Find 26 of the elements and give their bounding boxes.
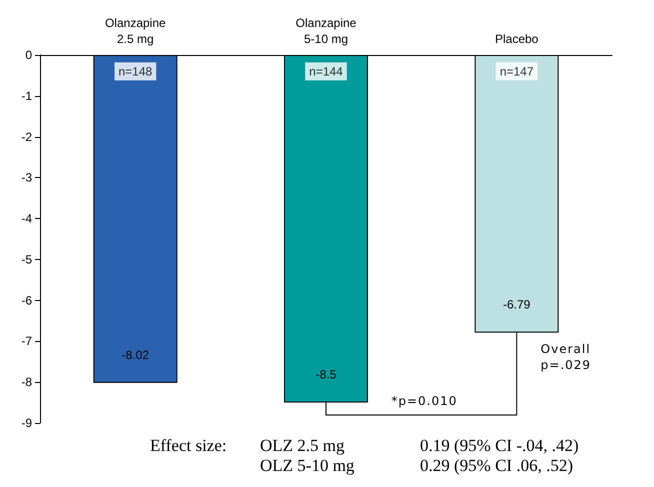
y-tick-label: -1 bbox=[21, 88, 32, 103]
annotation: Overall p=.029 bbox=[540, 340, 592, 373]
annotation: n=147 bbox=[500, 64, 534, 78]
annotation: n=144 bbox=[309, 64, 344, 78]
y-tick-label: -5 bbox=[21, 252, 32, 266]
y-tick-label: -6 bbox=[21, 293, 32, 308]
annotation: *p=0.010 bbox=[391, 393, 458, 409]
data-label: -6.79 bbox=[502, 298, 531, 312]
y-tick-label: -9 bbox=[21, 416, 32, 430]
y-tick-label: -4 bbox=[21, 212, 32, 226]
y-tick-label: -8 bbox=[21, 375, 32, 390]
text: Effect size: bbox=[150, 436, 228, 456]
x-tick-label: Olanzapine 2.5 mg bbox=[104, 16, 166, 46]
data-label: -8.02 bbox=[122, 348, 150, 362]
text: OLZ 5-10 mg bbox=[260, 456, 356, 476]
x-tick-label: Placebo bbox=[494, 32, 539, 46]
y-tick-label: 0 bbox=[25, 48, 32, 62]
text: OLZ 2.5 mg bbox=[260, 436, 346, 456]
data-label: -8.5 bbox=[316, 368, 337, 382]
annotation: n=148 bbox=[118, 64, 153, 78]
y-tick-label: -3 bbox=[21, 170, 32, 185]
x-tick-label: Olanzapine 5-10 mg bbox=[296, 16, 357, 46]
text: 0.19 (95% CI -.04, .42) bbox=[420, 436, 580, 456]
y-tick-label: -2 bbox=[21, 130, 32, 144]
y-tick-label: -7 bbox=[21, 334, 32, 348]
text: 0.29 (95% CI .06, .52) bbox=[420, 456, 574, 476]
